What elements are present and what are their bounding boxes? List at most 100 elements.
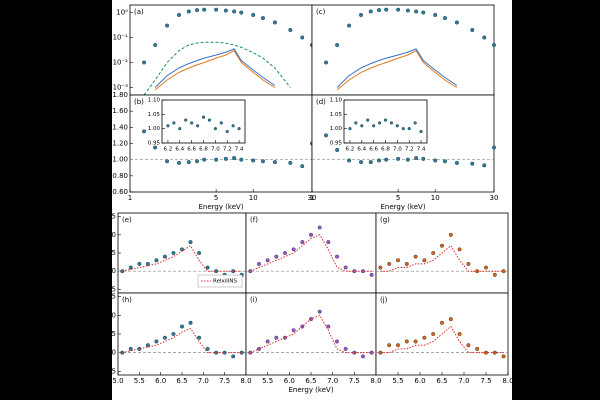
data-point	[407, 127, 411, 131]
data-point	[335, 43, 340, 47]
model-line	[380, 244, 504, 272]
data-point	[251, 158, 256, 163]
data-point	[466, 343, 471, 348]
y-tick-label: 1.10	[100, 311, 116, 319]
data-point	[384, 157, 389, 162]
y-tick-label: 1.10	[100, 231, 116, 239]
model-line	[154, 49, 276, 91]
x-tick-label: 8.0	[502, 377, 513, 385]
data-point	[501, 269, 506, 274]
data-point	[421, 10, 426, 15]
model-line	[122, 327, 242, 354]
data-point	[492, 43, 496, 47]
y-tick-label: 0.95	[100, 285, 116, 293]
data-point	[431, 251, 436, 255]
data-point	[443, 159, 447, 164]
x-tick-label: 6.6	[187, 147, 196, 153]
data-point	[372, 124, 376, 128]
data-point	[232, 9, 237, 14]
data-point	[251, 12, 256, 17]
data-point	[366, 118, 370, 122]
data-point	[343, 346, 348, 351]
data-point	[201, 115, 206, 119]
data-point	[172, 121, 176, 125]
data-point	[347, 23, 352, 28]
data-point	[419, 129, 423, 134]
model-line	[336, 49, 458, 91]
data-point	[265, 339, 270, 344]
data-point	[457, 247, 462, 252]
y-tick-label: 1.40	[112, 123, 128, 131]
x-tick-label: 7.2	[405, 147, 414, 153]
x-tick-label: 7.4	[417, 147, 426, 153]
x-tick-label: 8.0	[370, 377, 381, 385]
data-point	[396, 343, 400, 348]
data-point	[272, 160, 277, 165]
panel-label: (c)	[316, 8, 326, 16]
data-point	[300, 240, 305, 245]
data-point	[142, 60, 146, 65]
data-point	[166, 124, 170, 128]
data-point	[223, 8, 228, 13]
y-tick-label: 10⁰	[116, 9, 128, 17]
data-point	[335, 254, 339, 259]
y-tick-label: 1.10	[148, 98, 161, 104]
data-point	[300, 35, 305, 40]
panel-frame	[311, 4, 495, 96]
data-point	[404, 339, 409, 344]
data-point	[178, 127, 182, 131]
data-point	[348, 127, 352, 131]
data-point	[361, 354, 365, 359]
panel-frame	[245, 292, 377, 376]
data-point	[186, 160, 191, 165]
y-tick-label: 1.05	[148, 112, 161, 118]
x-tick-label: 5.5	[134, 377, 145, 385]
panel-label: (f)	[250, 216, 258, 224]
panel-label: (e)	[122, 216, 132, 224]
x-tick-label: 6.6	[369, 147, 378, 153]
model-line	[143, 41, 291, 96]
x-tick-label: 7.0	[327, 377, 338, 385]
data-point	[165, 23, 170, 28]
data-point	[475, 346, 480, 351]
data-point	[195, 8, 199, 13]
data-point	[359, 12, 363, 17]
data-point	[231, 354, 236, 359]
data-point	[440, 243, 444, 248]
data-point	[177, 12, 181, 17]
data-point	[219, 121, 223, 125]
y-axis-label: Ratio	[92, 325, 100, 343]
x-axis-label: Energy (keV)	[380, 203, 425, 211]
data-point	[184, 118, 188, 122]
data-point	[368, 160, 373, 165]
data-point	[207, 118, 211, 122]
data-point	[239, 10, 244, 15]
data-point	[177, 160, 181, 165]
y-tick-label: 1.00	[112, 156, 128, 164]
data-point	[128, 346, 133, 351]
data-point	[369, 272, 374, 277]
data-point	[354, 121, 358, 125]
data-point	[343, 265, 348, 270]
data-point	[196, 124, 200, 128]
x-tick-label: 7.5	[349, 377, 360, 385]
data-point	[389, 121, 393, 125]
data-point	[395, 124, 399, 128]
data-point	[482, 163, 487, 168]
legend-label: RelxillNS	[213, 279, 237, 285]
y-tick-label: 1.15	[100, 213, 116, 221]
panel-label: (d)	[316, 98, 326, 106]
data-point	[145, 343, 150, 348]
y-tick-label: 10⁻¹	[113, 34, 129, 42]
data-point	[404, 261, 409, 266]
y-tick-label: 1.05	[100, 330, 116, 338]
data-point	[171, 251, 176, 255]
data-point	[396, 156, 401, 161]
data-point	[378, 265, 383, 270]
data-point	[180, 324, 184, 329]
x-tick-label: 7.4	[235, 147, 244, 153]
panel-label: (h)	[122, 296, 132, 304]
x-axis-label: Energy (keV)	[198, 203, 243, 211]
x-tick-label: 5	[214, 194, 218, 202]
data-point	[317, 225, 322, 230]
